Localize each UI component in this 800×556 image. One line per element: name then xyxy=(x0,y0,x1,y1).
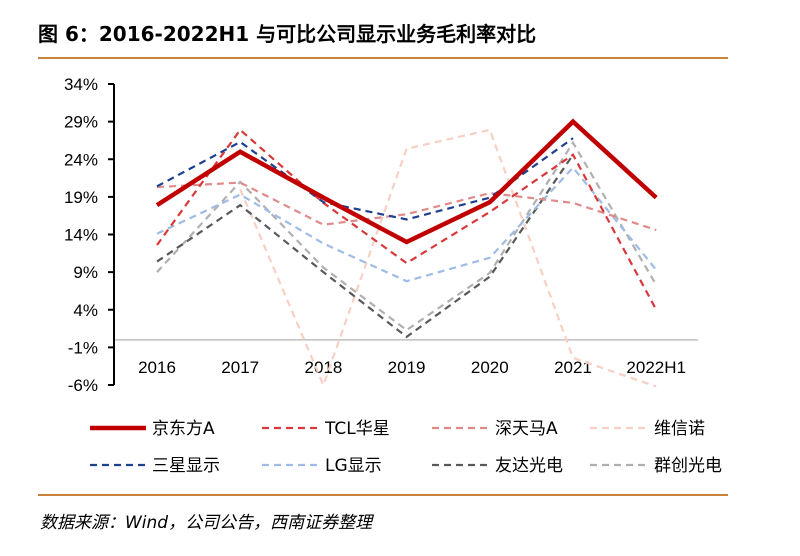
series-line-7 xyxy=(156,140,658,332)
x-tick-label: 2016 xyxy=(138,358,176,377)
legend-label: 京东方A xyxy=(152,419,215,439)
legend-item: 三星显示 xyxy=(90,456,220,476)
series-line-4 xyxy=(156,137,574,221)
source-note: 数据来源：Wind，公司公告，西南证券整理 xyxy=(40,513,373,533)
y-tick-label: 4% xyxy=(73,301,98,320)
source-rule xyxy=(38,494,728,496)
y-tick-label: 19% xyxy=(64,188,98,207)
legend-item: 京东方A xyxy=(90,419,215,439)
x-tick-label: 2020 xyxy=(471,358,509,377)
x-tick-label: 2018 xyxy=(304,358,342,377)
series-line-3 xyxy=(239,128,657,389)
legend-label: TCL华星 xyxy=(324,419,390,439)
y-tick-label: 29% xyxy=(64,113,98,132)
legend-item: TCL华星 xyxy=(262,419,390,439)
legend-label: 维信诺 xyxy=(654,419,705,439)
legend-item: 维信诺 xyxy=(590,419,705,439)
x-tick-label: 2017 xyxy=(221,358,259,377)
legend-item: 深天马A xyxy=(432,419,558,439)
y-tick-label: 24% xyxy=(64,150,98,169)
legend-label: 群创光电 xyxy=(654,456,722,476)
figure-title: 图 6：2016-2022H1 与可比公司显示业务毛利率对比 xyxy=(38,22,537,46)
y-tick-label: 9% xyxy=(73,263,98,282)
series-line-5 xyxy=(156,165,658,283)
series-line-1 xyxy=(156,128,658,311)
series-line-0 xyxy=(155,118,658,245)
x-tick-label: 2022H1 xyxy=(626,358,686,377)
legend-item: 群创光电 xyxy=(590,456,722,476)
y-tick-label: 14% xyxy=(64,226,98,245)
y-tick-label: 34% xyxy=(64,75,98,94)
y-tick-label: -1% xyxy=(68,338,98,357)
legend-item: LG显示 xyxy=(262,456,382,476)
y-tick-label: -6% xyxy=(68,376,98,395)
x-tick-label: 2019 xyxy=(388,358,426,377)
title-rule xyxy=(38,57,728,59)
x-tick-label: 2021 xyxy=(554,358,592,377)
legend-item: 友达光电 xyxy=(432,456,563,476)
legend-label: 三星显示 xyxy=(152,456,220,476)
legend-label: 深天马A xyxy=(495,419,558,439)
legend-label: LG显示 xyxy=(325,456,382,476)
legend-label: 友达光电 xyxy=(495,456,563,476)
